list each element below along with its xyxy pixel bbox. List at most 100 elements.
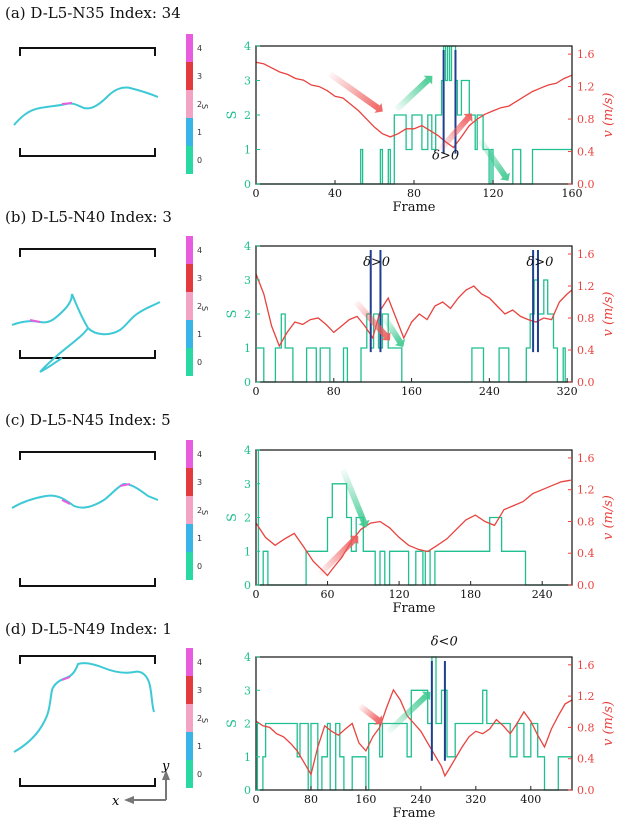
trend-arrow-3-1 [358, 703, 380, 723]
colorbar-tick-2-0: 0 [197, 562, 202, 571]
y-right-tick-label-0-4: 1.6 [577, 48, 595, 61]
y-left-tick-label-3-1: 1 [244, 751, 251, 764]
trend-arrow-0-3 [477, 138, 508, 178]
y-left-tick-label-3-2: 2 [244, 718, 251, 731]
trend-arrow-2-1 [317, 537, 357, 577]
y-left-tick-label-3-4: 4 [244, 651, 251, 664]
x-tick-label-2-0: 0 [253, 588, 260, 601]
colorbar-tick-1-0: 0 [197, 358, 202, 367]
colorbar-tick-3-2: 2 [197, 714, 202, 723]
colorbar-tick-1-4: 4 [197, 246, 202, 255]
colorbar-segment-3-3 [186, 676, 193, 704]
y-left-label-1: S [225, 310, 240, 319]
x-tick-label-0-3: 120 [483, 187, 504, 200]
y-left-tick-label-1-4: 4 [244, 240, 251, 253]
y-left-tick-label-1-0: 0 [244, 376, 251, 389]
trajectory-path-b [11, 293, 161, 373]
y-left-tick-label-3-0: 0 [244, 784, 251, 797]
trajectory-panel-a [13, 47, 159, 157]
trend-arrow-head-0-3 [500, 172, 510, 181]
colorbar-segment-0-4 [186, 34, 193, 62]
y-left-tick-label-2-3: 3 [244, 478, 251, 491]
x-tick-label-0-0: 0 [253, 187, 260, 200]
x-label-2: Frame [392, 601, 435, 616]
colorbar-tick-0-4: 4 [197, 44, 202, 53]
trajectory-path-d [13, 662, 155, 753]
panel-title-b: (b) D-L5-N40 Index: 3 [5, 208, 172, 226]
y-left-tick-label-0-4: 4 [244, 40, 251, 53]
colorbar-segment-3-4 [186, 648, 193, 676]
trend-arrow-head-3-0 [421, 691, 431, 701]
colorbar-label-3: S [200, 718, 209, 723]
x-tick-label-1-4: 320 [557, 385, 578, 398]
colorbar-label-1: S [200, 306, 209, 311]
y-right-tick-label-2-2: 0.8 [577, 515, 595, 528]
x-tick-label-0-4: 160 [562, 187, 583, 200]
colorbar-label-2: S [200, 510, 209, 515]
chart-3: 0 80 160 240 320 400 0 1 2 3 4 0.0 0.4 0.8 1.2 1.6 S v (m… [225, 634, 616, 821]
colorbar-segment-3-2 [186, 704, 193, 732]
colorbar-segment-1-1 [186, 320, 193, 348]
y-right-tick-label-0-3: 1.2 [577, 81, 595, 94]
y-right-tick-label-2-1: 0.4 [577, 547, 595, 560]
trend-arrow-2-0 [340, 468, 367, 524]
y-left-tick-label-1-3: 3 [244, 274, 251, 287]
x-tick-label-1-3: 240 [479, 385, 500, 398]
colorbar-tick-2-3: 3 [197, 478, 202, 487]
y-left-label-0: S [225, 111, 240, 120]
colorbar-segment-0-2 [186, 90, 193, 118]
trajectory-panel-b [11, 248, 161, 373]
y-left-tick-label-2-1: 1 [244, 545, 251, 558]
trend-arrow-3-0 [385, 693, 429, 735]
x-tick-label-1-2: 160 [401, 385, 422, 398]
colorbar-tick-0-0: 0 [197, 156, 202, 165]
panel-title-a: (a) D-L5-N35 Index: 34 [5, 4, 181, 22]
y-left-tick-label-2-4: 4 [244, 444, 251, 457]
y-right-label-2: v (m/s) [601, 495, 616, 540]
trajectory-panel-c [11, 451, 159, 587]
x-tick-label-3-1: 80 [304, 793, 318, 806]
x-tick-label-2-2: 120 [389, 588, 410, 601]
series-line-S-1 [256, 279, 572, 383]
colorbar-segment-3-1 [186, 732, 193, 760]
trend-arrow-1-1 [353, 300, 389, 338]
y-right-tick-label-0-1: 0.4 [577, 146, 595, 159]
y-right-label-3: v (m/s) [601, 701, 616, 746]
colorbar-segment-0-3 [186, 62, 193, 90]
y-right-tick-label-1-4: 1.6 [577, 248, 595, 261]
colorbar-segment-2-1 [186, 524, 193, 552]
trend-arrow-head-0-1 [423, 75, 433, 85]
colorbar-tick-1-3: 3 [197, 274, 202, 283]
colorbar-label-0: S [200, 104, 209, 109]
series-line-S-0 [256, 45, 572, 185]
colorbar-segment-1-0 [186, 348, 193, 376]
series-line-S-2 [256, 449, 572, 586]
y-left-tick-label-1-1: 1 [244, 342, 251, 355]
trajectory-panel-d [13, 655, 156, 787]
series-line-v-1 [255, 273, 573, 348]
trajectory-path-c [11, 482, 159, 509]
panel-title-c: (c) D-L5-N45 Index: 5 [5, 411, 171, 429]
colorbars: 0 1 2 3 4 S 0 1 2 3 4 S 0 1 2 3 4 S 0 1 2 3 4 S [186, 34, 209, 788]
delta-annotation-1-0: δ>0 [363, 255, 390, 270]
y-axis-symbol: y [161, 759, 170, 774]
y-left-tick-label-0-0: 0 [244, 178, 251, 191]
colorbar-tick-0-3: 3 [197, 72, 202, 81]
x-tick-label-0-1: 40 [328, 187, 342, 200]
x-tick-label-3-0: 0 [253, 793, 260, 806]
x-tick-label-3-3: 240 [410, 793, 431, 806]
y-left-tick-label-1-2: 2 [244, 308, 251, 321]
trend-arrow-head-2-1 [349, 535, 359, 545]
trend-arrow-0-2 [437, 116, 471, 152]
trajectory-path-a [13, 86, 159, 126]
x-tick-label-3-5: 400 [520, 793, 541, 806]
y-left-tick-label-0-1: 1 [244, 144, 251, 157]
trend-arrow-0-0 [328, 71, 380, 111]
series-line-v-0 [255, 61, 573, 149]
x-axis-symbol: x [112, 794, 120, 809]
colorbar-segment-0-1 [186, 118, 193, 146]
chart-1: 0 80 160 240 320 0 1 2 3 4 0.0 0.4 0.8 1.2 1.6 S v (m/s)… [225, 240, 616, 398]
y-right-tick-label-3-0: 0.0 [577, 784, 595, 797]
